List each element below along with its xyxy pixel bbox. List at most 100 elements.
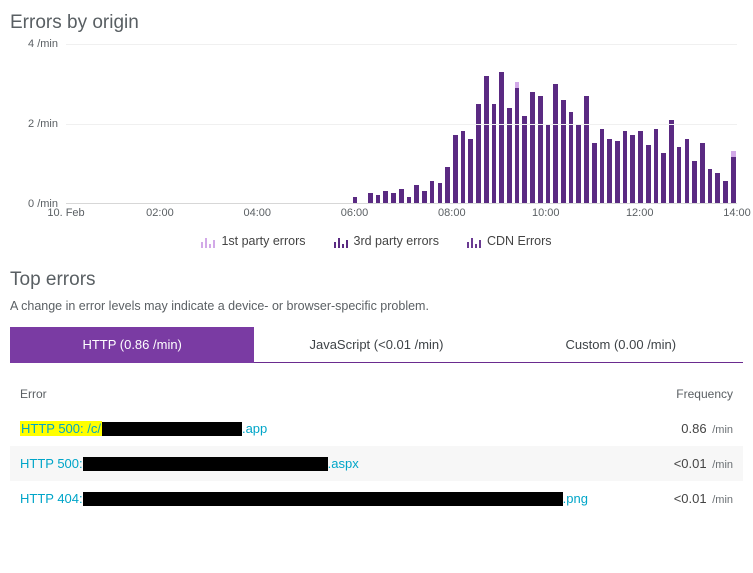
chart-legend: 1st party errors 3rd party errors CDN Erro… [10, 234, 743, 251]
redacted-text [102, 422, 242, 436]
chart-y-axis: 0 /min2 /min4 /min [10, 44, 66, 204]
chart-bar [407, 197, 412, 203]
chart-bar [538, 96, 543, 203]
chart-bar [723, 181, 728, 203]
chart-bar [685, 139, 690, 203]
bars-icon [201, 236, 215, 248]
chart-bar [630, 135, 635, 203]
legend-label: CDN Errors [487, 234, 552, 248]
error-suffix[interactable]: .aspx [328, 456, 359, 471]
chart-bar [453, 135, 458, 203]
error-cell: HTTP 500: /c/ .app [20, 421, 267, 436]
chart-bar [353, 197, 358, 203]
error-suffix[interactable]: .app [242, 421, 267, 436]
chart-bar [399, 189, 404, 203]
chart-bar [376, 195, 381, 203]
chart-bar [507, 108, 512, 203]
chart-bar [607, 139, 612, 203]
table-row: HTTP 404: .png <0.01 /min [10, 481, 743, 516]
bars-icon [334, 236, 348, 248]
chart-bar [383, 191, 388, 203]
error-cell: HTTP 404: .png [20, 491, 588, 506]
redacted-text [83, 492, 563, 506]
chart-bar [638, 131, 643, 203]
error-link[interactable]: HTTP 500: [20, 456, 83, 471]
chart-bar [584, 96, 589, 203]
bars-icon [467, 236, 481, 248]
x-tick: 08:00 [438, 207, 466, 219]
top-errors-subtext: A change in error levels may indicate a … [10, 299, 743, 313]
chart-bar [669, 120, 674, 203]
chart-bar [445, 167, 450, 203]
section-title-top-errors: Top errors [10, 269, 743, 291]
frequency-cell: <0.01 /min [674, 456, 733, 471]
x-tick: 10:00 [532, 207, 560, 219]
chart-bar [530, 92, 535, 203]
errors-by-origin-chart: 0 /min2 /min4 /min 10. Feb 02:00 04:00 06:0… [10, 44, 743, 224]
chart-bar [484, 76, 489, 203]
chart-bar [461, 131, 466, 203]
col-error: Error [20, 387, 47, 401]
chart-bar [654, 129, 659, 203]
chart-bar [646, 145, 651, 203]
chart-bar [438, 183, 443, 203]
legend-label: 1st party errors [221, 234, 305, 248]
chart-x-axis: 10. Feb02:0004:0006:0008:0010:0012:0014:… [66, 204, 737, 224]
col-frequency: Frequency [676, 387, 733, 401]
chart-bar [553, 84, 558, 203]
tabs: HTTP (0.86 /min)JavaScript (<0.01 /min)C… [10, 327, 743, 363]
chart-bar [700, 143, 705, 203]
legend-item: 3rd party errors [334, 234, 439, 248]
chart-bar [615, 141, 620, 203]
chart-bar [522, 116, 527, 203]
y-tick: 2 /min [28, 118, 58, 130]
chart-bar [430, 181, 435, 203]
table-row: HTTP 500: .aspx <0.01 /min [10, 446, 743, 481]
chart-bar [692, 161, 697, 203]
frequency-cell: 0.86 /min [681, 421, 733, 436]
chart-bar [576, 124, 581, 204]
chart-bar [623, 131, 628, 203]
errors-table: Error Frequency HTTP 500: /c/ .app 0.86 /m… [10, 381, 743, 516]
tab-http[interactable]: HTTP (0.86 /min) [10, 327, 254, 363]
error-link[interactable]: HTTP 500: /c/ [20, 421, 102, 436]
chart-bar [592, 143, 597, 203]
chart-bar [569, 112, 574, 203]
chart-bar [677, 147, 682, 203]
error-suffix[interactable]: .png [563, 491, 588, 506]
x-tick: 12:00 [626, 207, 654, 219]
error-link[interactable]: HTTP 404: [20, 491, 83, 506]
error-cell: HTTP 500: .aspx [20, 456, 359, 471]
chart-bar [515, 82, 520, 203]
table-row: HTTP 500: /c/ .app 0.86 /min [10, 411, 743, 446]
x-tick: 06:00 [341, 207, 369, 219]
chart-bar [422, 191, 427, 203]
frequency-cell: <0.01 /min [674, 491, 733, 506]
chart-bar [492, 104, 497, 203]
chart-bar [661, 153, 666, 203]
tab[interactable]: Custom (0.00 /min) [499, 327, 743, 363]
table-body: HTTP 500: /c/ .app 0.86 /min HTTP 500: .asp… [10, 411, 743, 516]
legend-item: CDN Errors [467, 234, 552, 248]
y-tick: 4 /min [28, 38, 58, 50]
chart-bar [600, 129, 605, 203]
chart-bar [731, 151, 736, 203]
tab[interactable]: JavaScript (<0.01 /min) [254, 327, 498, 363]
chart-bar [368, 193, 373, 203]
legend-item: 1st party errors [201, 234, 305, 248]
section-title-errors-by-origin: Errors by origin [10, 12, 743, 34]
chart-bar [468, 139, 473, 203]
chart-bar [499, 72, 504, 203]
chart-bar [715, 173, 720, 203]
chart-bar [708, 169, 713, 203]
legend-label: 3rd party errors [354, 234, 439, 248]
x-tick: 10. Feb [47, 207, 84, 219]
x-tick: 04:00 [243, 207, 271, 219]
chart-bar [561, 100, 566, 203]
x-tick: 02:00 [146, 207, 174, 219]
chart-bar [546, 124, 551, 204]
redacted-text [83, 457, 328, 471]
chart-bar [391, 193, 396, 203]
x-tick: 14:00 [723, 207, 751, 219]
chart-plot [66, 44, 737, 204]
